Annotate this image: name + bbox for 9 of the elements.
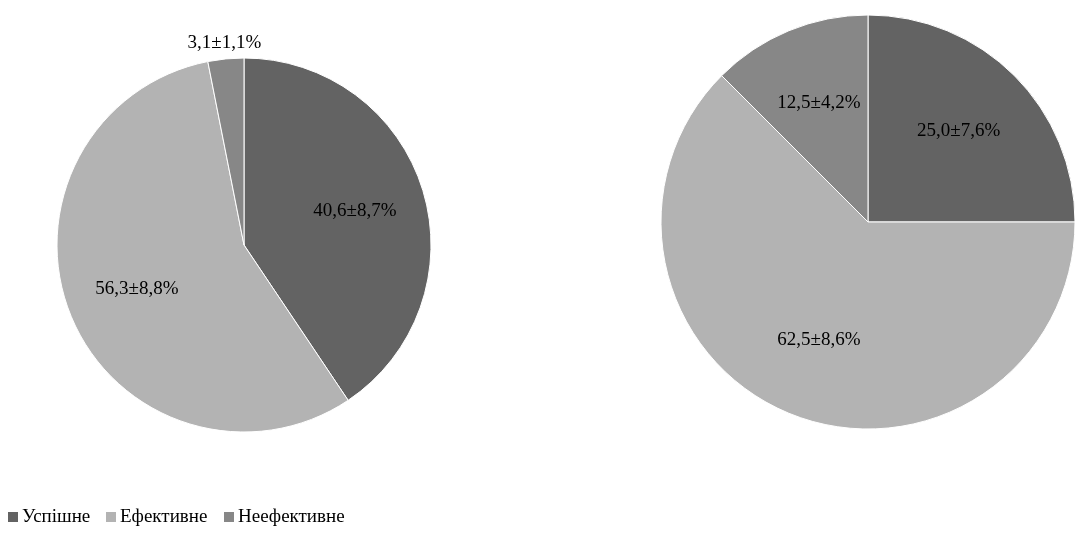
legend-label: Неефективне [238, 505, 345, 526]
legend-label: Ефективне [120, 505, 208, 526]
legend-label: Успішне [22, 505, 91, 526]
data-label: 62,5±8,6% [777, 327, 861, 349]
data-label: 3,1±1,1% [187, 31, 262, 53]
data-label: 56,3±8,8% [95, 276, 179, 298]
data-label: 12,5±4,2% [777, 90, 861, 112]
data-label: 40,6±8,7% [313, 198, 397, 220]
data-label: 25,0±7,6% [917, 118, 1001, 140]
